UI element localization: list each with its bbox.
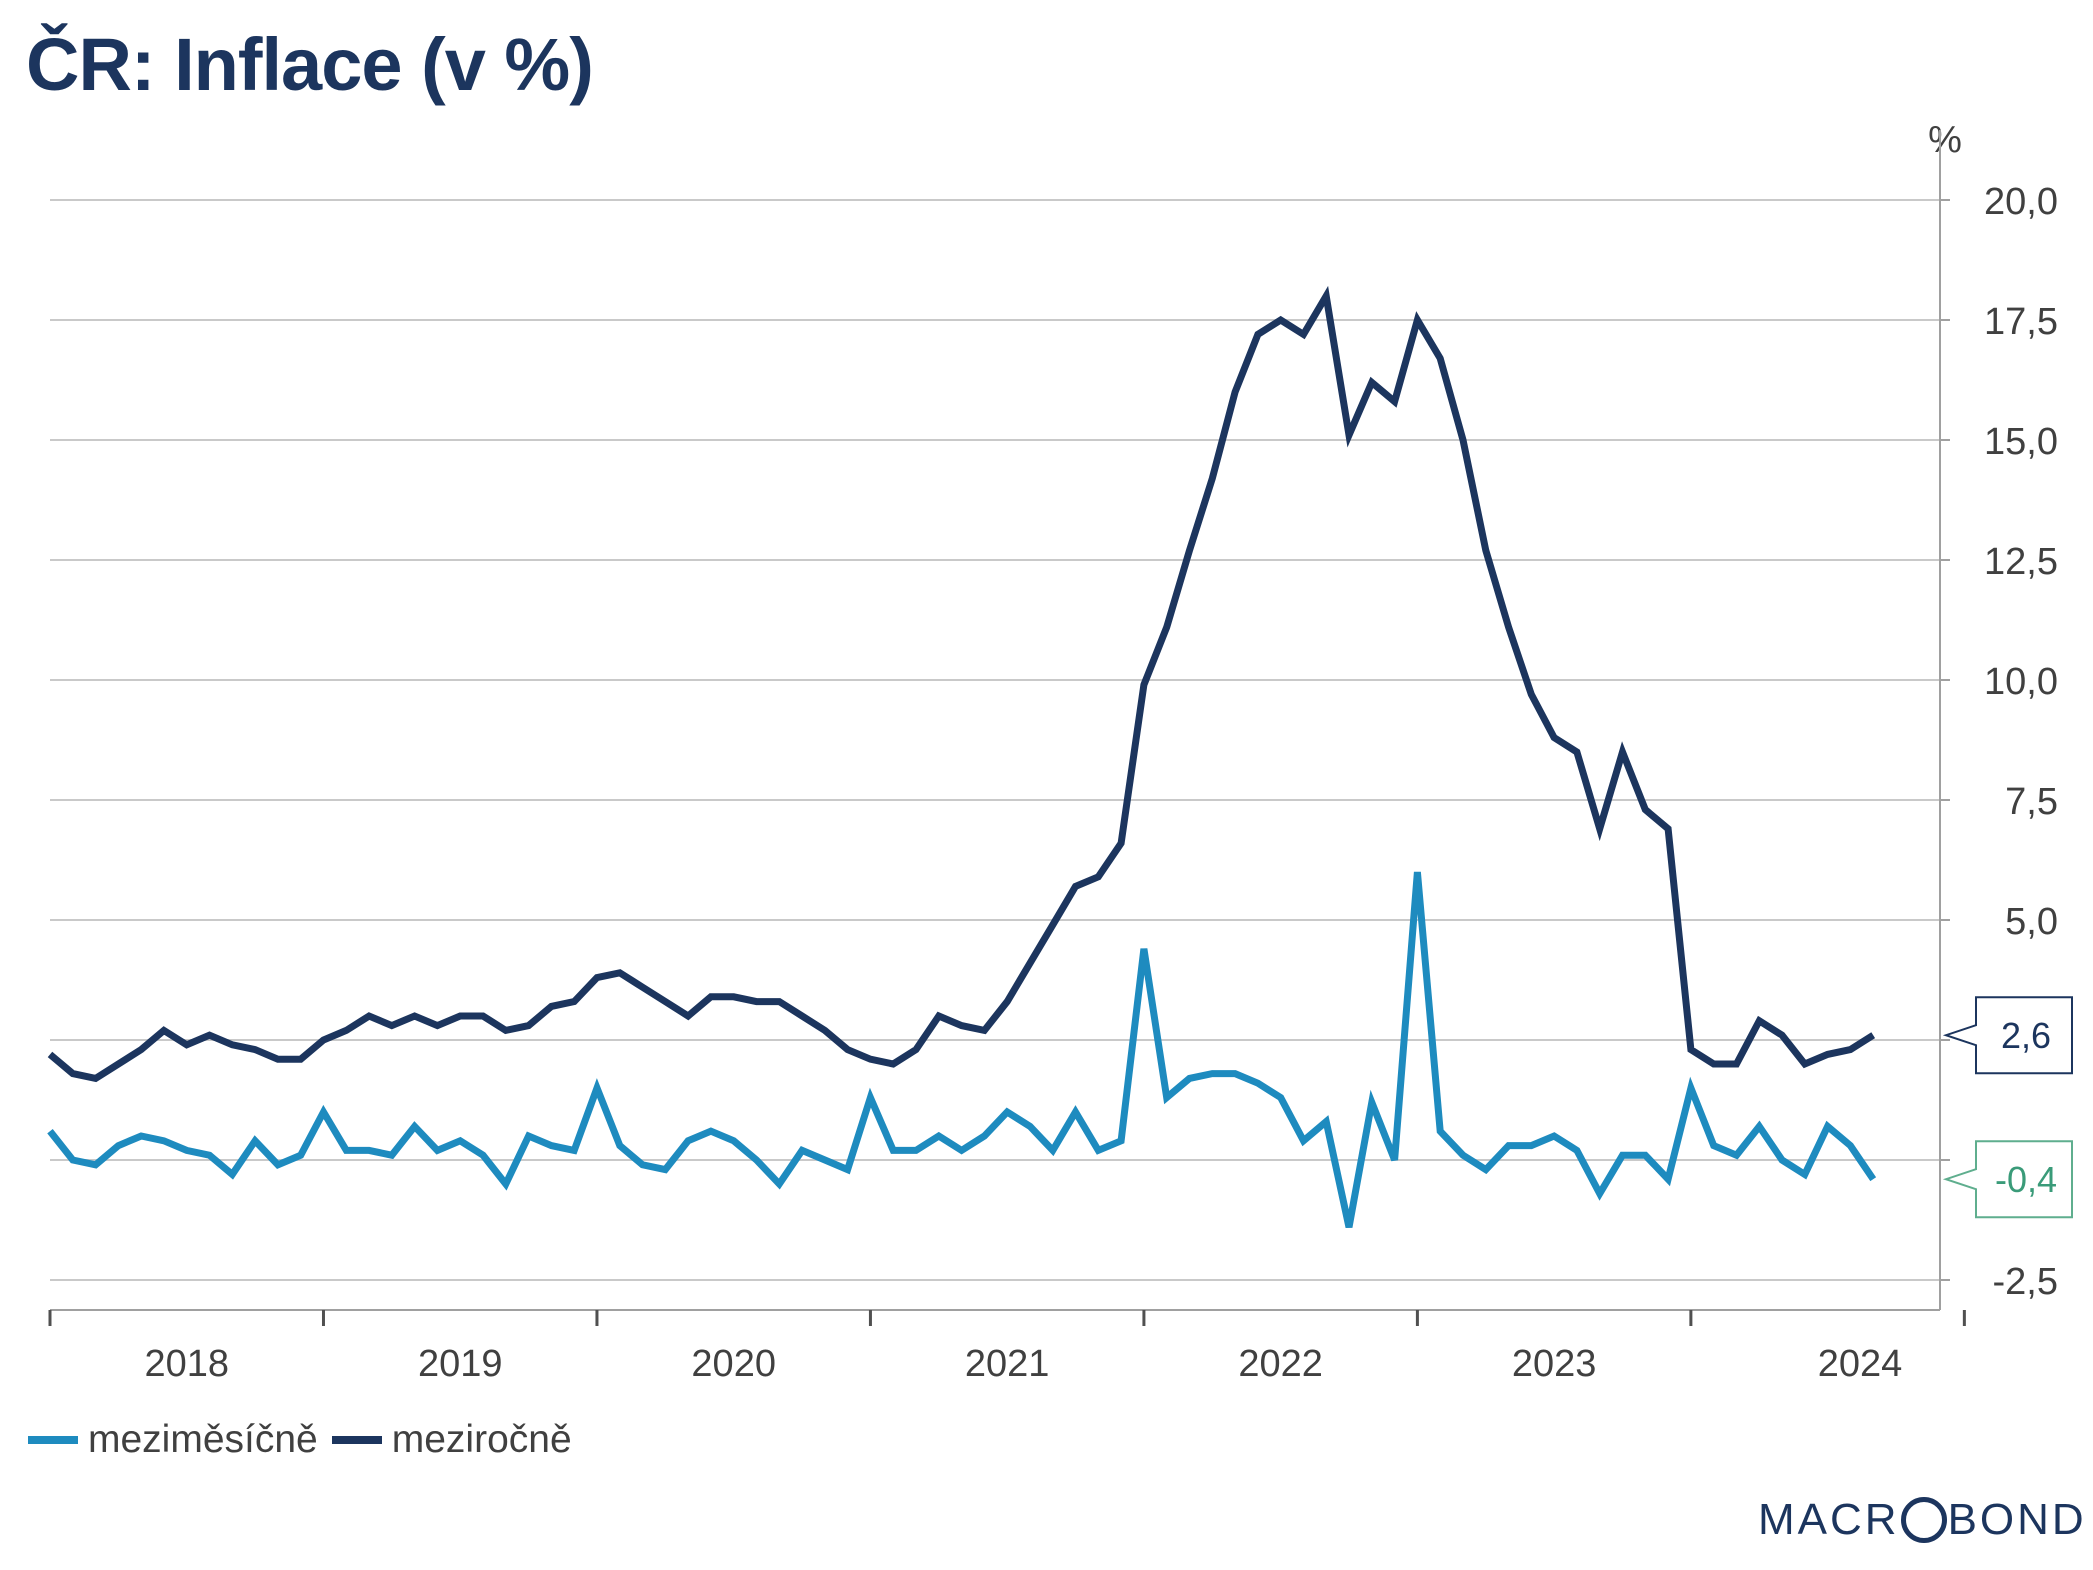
macrobond-logo: MACR BOND bbox=[1758, 1495, 2087, 1545]
legend-swatch-monthly bbox=[28, 1436, 78, 1444]
y-tick-label: 12,5 bbox=[1984, 541, 2058, 583]
y-tick-label: 5,0 bbox=[2005, 901, 2058, 943]
y-tick-label: 10,0 bbox=[1984, 661, 2058, 703]
axes: 20,0 17,5 15,0 12,5 10,0 7,5 5,0 -2,5% 2018 2019 2… bbox=[48, 119, 2058, 1385]
last-value-box-yearly bbox=[1942, 996, 2073, 1075]
x-tick-label: 2020 bbox=[691, 1343, 776, 1385]
x-tick-label: 2023 bbox=[1512, 1343, 1597, 1385]
y-tick-label: 15,0 bbox=[1984, 421, 2058, 463]
last-value-box-monthly bbox=[1942, 1140, 2073, 1219]
logo-text-right: BOND bbox=[1947, 1495, 2087, 1544]
logo-o-ring bbox=[1900, 1497, 1947, 1543]
y-tick-label: -2,5 bbox=[1993, 1261, 2058, 1303]
x-tick-label: 2018 bbox=[144, 1343, 229, 1385]
legend-label-monthly: meziměsíčně bbox=[88, 1418, 318, 1461]
x-tick-label: 2024 bbox=[1818, 1343, 1903, 1385]
logo-text-left: MACR bbox=[1758, 1495, 1900, 1544]
legend-item-meziměsíčně[interactable]: meziměsíčně bbox=[28, 1418, 318, 1462]
last-value-labels: -0,4 2,6 bbox=[1942, 996, 2073, 1219]
series-lines bbox=[47, 285, 1877, 1228]
legend: meziměsíčně meziročně bbox=[28, 1418, 586, 1462]
y-tick-label: 17,5 bbox=[1984, 301, 2058, 343]
y-tick-label: 20,0 bbox=[1984, 181, 2058, 223]
y-tick-label: 7,5 bbox=[2005, 781, 2058, 823]
gridlines bbox=[50, 199, 1940, 1281]
series-line-yearly[interactable] bbox=[47, 285, 1876, 1083]
x-tick-label: 2021 bbox=[965, 1343, 1050, 1385]
legend-label-yearly: meziročně bbox=[391, 1418, 572, 1461]
last-value-label-yearly: 2,6 bbox=[2001, 1015, 2051, 1056]
x-tick-label: 2019 bbox=[418, 1343, 503, 1385]
legend-swatch-yearly bbox=[331, 1436, 382, 1444]
series-line-monthly[interactable] bbox=[47, 871, 1877, 1228]
last-value-label-monthly: -0,4 bbox=[1995, 1159, 2057, 1200]
chart-title: ČR: Inflace (v %) bbox=[26, 23, 594, 106]
y-unit-label: % bbox=[1928, 119, 1962, 161]
legend-item-meziročně[interactable]: meziročně bbox=[331, 1418, 572, 1462]
x-tick-label: 2022 bbox=[1238, 1343, 1323, 1385]
